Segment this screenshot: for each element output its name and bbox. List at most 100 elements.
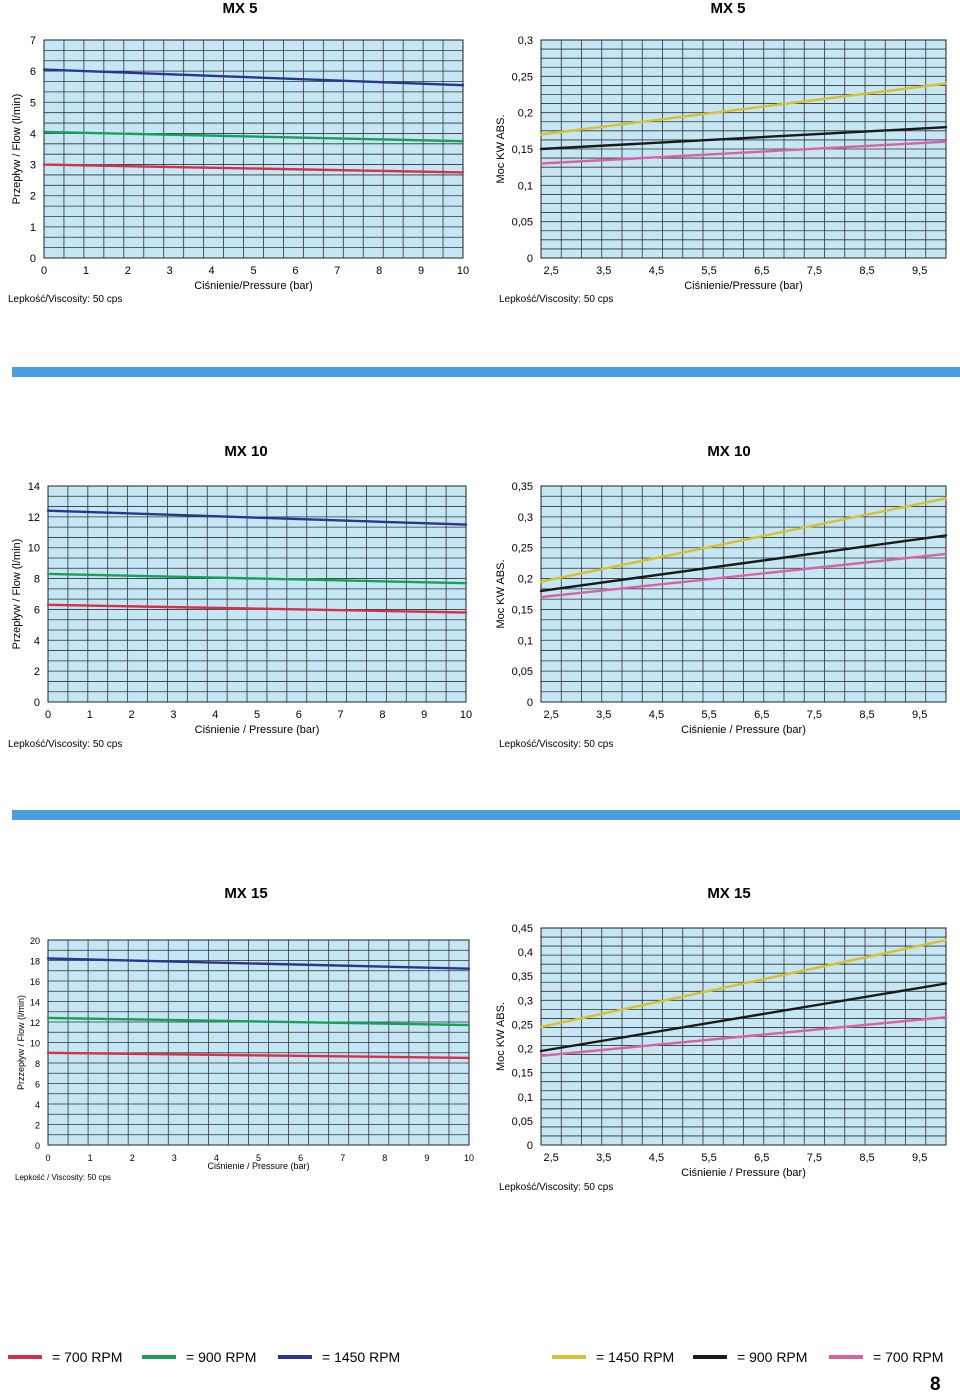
heading-mx15-power: MX 15: [707, 885, 751, 902]
x-tick-label: 8: [379, 709, 385, 721]
y-tick-label: 0,2: [518, 108, 533, 120]
x-axis-label: Ciśnienie / Pressure (bar): [681, 1167, 806, 1179]
chart-mx5-power: 2,5 3,5 4,5 5,5 6,5 7,5 8,5 9,5 0 0,05 0,1 0,15 0,2 0…: [495, 35, 948, 305]
series-line: [539, 497, 948, 583]
series-line: [46, 603, 468, 614]
y-tick-label: 0: [30, 253, 36, 265]
y-tick-label: 0,05: [512, 666, 533, 678]
x-tick-label: 6,5: [754, 709, 769, 721]
y-tick-label: 0,1: [518, 635, 533, 647]
y-axis-label: Moc KW ABS.: [495, 559, 507, 628]
chart-mx10-power: 2,5 3,5 4,5 5,5 6,5 7,5 8,5 9,5 0 0,05 0,1 0,15 0,2 0…: [495, 481, 948, 750]
y-tick-label: 2: [34, 666, 40, 678]
x-tick-label: 8,5: [859, 265, 874, 277]
y-tick-label: 0,05: [512, 217, 533, 229]
series-line: [46, 957, 471, 970]
x-tick-label: 9: [424, 1153, 429, 1163]
x-tick-label: 5: [254, 709, 260, 721]
legend-label: = 1450 RPM: [322, 1349, 401, 1365]
viscosity-note: Lepkość/Viscosity: 50 cps: [499, 294, 613, 305]
series-line: [539, 140, 948, 165]
viscosity-note: Lepkość / Viscosity: 50 cps: [15, 1173, 111, 1182]
heading-mx5-flow: MX 5: [222, 0, 258, 17]
x-tick-label: 7,5: [807, 265, 822, 277]
y-tick-label: 10: [28, 543, 40, 555]
legend-entry: = 700 RPM: [829, 1347, 943, 1367]
y-tick-label: 5: [30, 97, 36, 109]
series-line: [539, 552, 948, 599]
legend-entry: = 1450 RPM: [552, 1347, 674, 1367]
series-line: [539, 1016, 948, 1058]
x-tick-label: 5,5: [701, 1152, 716, 1164]
x-tick-label: 2: [130, 1153, 135, 1163]
y-tick-label: 4: [34, 635, 40, 647]
legend-swatch: [142, 1355, 176, 1359]
x-axis-label: Ciśnienie/Pressure (bar): [194, 280, 313, 292]
y-tick-label: 0,25: [512, 1019, 533, 1031]
y-tick-label: 6: [30, 66, 36, 78]
y-tick-label: 18: [30, 957, 40, 967]
x-tick-label: 2: [125, 265, 131, 277]
section-divider-bar: [12, 367, 960, 377]
y-axis-label: Przzepływ / Flow (l/min): [16, 995, 26, 1090]
x-tick-label: 1: [83, 265, 89, 277]
x-axis-label: Ciśnienie / Pressure (bar): [207, 1161, 309, 1171]
y-tick-label: 2: [35, 1121, 40, 1131]
y-tick-label: 4: [35, 1100, 40, 1110]
heading-mx10-power: MX 10: [707, 443, 751, 460]
y-tick-label: 7: [30, 35, 36, 47]
y-tick-label: 0,1: [518, 180, 533, 192]
x-tick-label: 3,5: [596, 1152, 611, 1164]
viscosity-note: Lepkość/Viscosity: 50 cps: [8, 294, 122, 305]
legend-label: = 1450 RPM: [596, 1349, 675, 1365]
y-axis-label: Moc KW ABS.: [495, 114, 507, 183]
y-tick-label: 0,35: [512, 481, 533, 493]
x-tick-label: 7: [334, 265, 340, 277]
heading-mx10-flow: MX 10: [224, 443, 268, 460]
x-tick-label: 3: [172, 1153, 177, 1163]
y-tick-label: 0: [527, 697, 533, 709]
series-line: [46, 1051, 471, 1060]
x-tick-label: 3,5: [596, 265, 611, 277]
y-axis-label: Moc KW ABS.: [495, 1002, 507, 1071]
x-tick-label: 7: [340, 1153, 345, 1163]
y-tick-label: 1: [30, 222, 36, 234]
x-tick-label: 4: [214, 1153, 219, 1163]
x-tick-label: 2,5: [543, 709, 558, 721]
x-tick-label: 6,5: [754, 265, 769, 277]
x-tick-label: 7: [338, 709, 344, 721]
y-tick-label: 16: [30, 977, 40, 987]
x-tick-label: 1: [88, 1153, 93, 1163]
y-tick-label: 0,25: [512, 543, 533, 555]
y-tick-label: 12: [30, 1018, 40, 1028]
x-tick-label: 9,5: [912, 265, 927, 277]
legend-entry: = 700 RPM: [8, 1347, 122, 1367]
x-tick-label: 8,5: [859, 1152, 874, 1164]
x-tick-label: 10: [457, 265, 469, 277]
x-tick-label: 4: [209, 265, 215, 277]
heading-mx15-flow: MX 15: [224, 885, 268, 902]
legend-label: = 900 RPM: [186, 1349, 257, 1365]
series-line: [46, 1016, 471, 1027]
x-tick-label: 5: [256, 1153, 261, 1163]
y-tick-label: 0,35: [512, 971, 533, 983]
x-axis-label: Ciśnienie/Pressure (bar): [684, 280, 803, 292]
y-tick-label: 0,3: [518, 35, 533, 47]
x-tick-label: 0: [41, 265, 47, 277]
y-tick-label: 0,15: [512, 144, 533, 156]
legend-swatch: [829, 1355, 863, 1359]
y-tick-label: 0,05: [512, 1116, 533, 1128]
x-tick-label: 3: [167, 265, 173, 277]
legend-entry: = 900 RPM: [142, 1347, 256, 1367]
x-tick-label: 8,5: [859, 709, 874, 721]
series-line: [539, 938, 948, 1029]
legend-swatch: [693, 1355, 727, 1359]
y-tick-label: 8: [34, 574, 40, 586]
y-tick-label: 0: [527, 253, 533, 265]
x-tick-label: 10: [464, 1153, 474, 1163]
y-tick-label: 10: [30, 1039, 40, 1049]
y-tick-label: 6: [34, 604, 40, 616]
x-tick-label: 0: [45, 709, 51, 721]
